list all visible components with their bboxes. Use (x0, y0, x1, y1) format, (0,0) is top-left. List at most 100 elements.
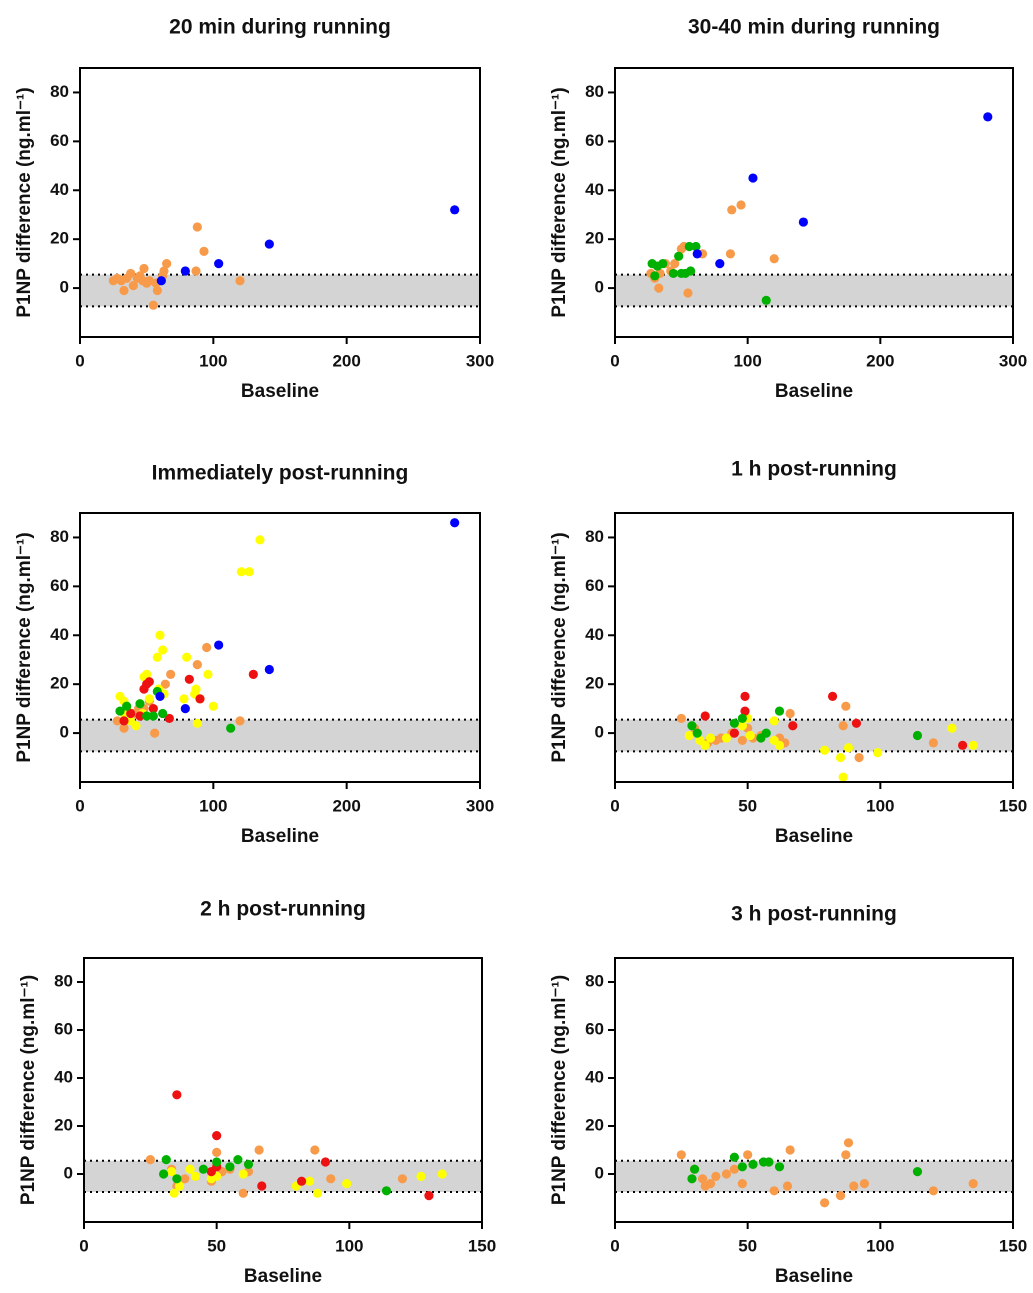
x-axis-label: Baseline (241, 826, 319, 847)
point (148, 704, 158, 714)
point (736, 200, 746, 210)
point (238, 1188, 248, 1198)
point (700, 711, 710, 721)
agreement-band (615, 1160, 1013, 1192)
point (416, 1171, 426, 1181)
point (342, 1179, 352, 1189)
x-tick-label: 50 (738, 1236, 757, 1255)
point (235, 716, 245, 726)
plot-frame (83, 957, 483, 1223)
y-tick-label: 60 (50, 131, 69, 150)
point (152, 652, 162, 662)
plot-frame (79, 67, 481, 338)
y-axis-label: P1NP difference (ng.ml⁻¹) (18, 975, 39, 1205)
point (729, 718, 740, 728)
point (686, 266, 696, 276)
plot-frame (614, 67, 1014, 338)
point (692, 728, 702, 738)
x-tick-label: 0 (75, 351, 84, 370)
point (119, 285, 129, 296)
point (144, 694, 154, 704)
point (244, 567, 254, 577)
y-tick-label: 80 (50, 82, 69, 101)
point (690, 1164, 700, 1174)
point (320, 1157, 331, 1167)
point (424, 1191, 434, 1201)
point (849, 1181, 859, 1191)
point (142, 669, 152, 680)
point (236, 567, 246, 577)
point (184, 674, 194, 684)
x-tick-label: 100 (866, 1236, 894, 1255)
y-tick-label: 20 (50, 674, 69, 693)
point (159, 266, 169, 276)
plot-frame (614, 512, 1014, 783)
y-tick-label: 0 (595, 278, 604, 297)
point (697, 1174, 708, 1184)
x-tick-label: 150 (999, 1236, 1027, 1255)
point (711, 1171, 721, 1181)
point (721, 733, 732, 743)
point (737, 1179, 747, 1189)
x-tick-label: 100 (335, 1236, 363, 1255)
point (115, 706, 125, 716)
x-tick-label: 100 (733, 351, 761, 370)
point (139, 263, 149, 274)
point (745, 730, 755, 741)
y-tick-label: 0 (60, 723, 69, 742)
point (212, 1147, 222, 1157)
x-tick-label: 300 (466, 351, 494, 370)
chart-title: 2 h post-running (200, 898, 366, 921)
point (437, 1169, 447, 1179)
agreement-band (80, 719, 480, 752)
point (761, 728, 771, 738)
x-tick-label: 100 (199, 796, 227, 815)
point (983, 112, 993, 122)
x-tick-label: 150 (999, 796, 1027, 815)
y-tick-label: 20 (585, 229, 604, 248)
point (161, 1155, 171, 1165)
point (748, 173, 758, 183)
point (838, 721, 848, 731)
y-axis-label: P1NP difference (ng.ml⁻¹) (549, 532, 570, 762)
y-tick-label: 60 (585, 131, 604, 150)
point (135, 699, 145, 709)
point (851, 718, 862, 728)
point (235, 276, 245, 286)
point (740, 691, 750, 702)
point (148, 711, 158, 721)
x-tick-label: 100 (199, 351, 227, 370)
point (835, 1191, 846, 1201)
y-tick-label: 80 (54, 971, 73, 990)
point (312, 1188, 323, 1198)
point (968, 740, 978, 750)
point (854, 752, 864, 763)
point (957, 740, 968, 750)
point (310, 1145, 320, 1155)
point (798, 217, 808, 227)
point (740, 706, 750, 716)
y-tick-label: 80 (585, 971, 604, 990)
point (191, 266, 201, 276)
point (788, 721, 798, 731)
point (119, 723, 129, 733)
x-tick-label: 300 (999, 351, 1027, 370)
chart-title: 1 h post-running (731, 458, 897, 481)
y-axis-label: P1NP difference (ng.ml⁻¹) (549, 975, 570, 1205)
point (764, 1157, 774, 1167)
point (135, 711, 145, 721)
point (112, 716, 122, 726)
point (174, 1181, 185, 1191)
point (169, 1188, 179, 1198)
x-tick-label: 300 (466, 796, 494, 815)
point (684, 730, 694, 741)
x-axis-label: Baseline (775, 826, 853, 847)
point (691, 241, 701, 252)
point (674, 251, 684, 261)
point (785, 1145, 795, 1155)
point (255, 535, 265, 545)
x-tick-label: 0 (610, 1236, 619, 1255)
point (191, 684, 201, 694)
point (202, 642, 212, 653)
x-tick-label: 200 (332, 796, 360, 815)
